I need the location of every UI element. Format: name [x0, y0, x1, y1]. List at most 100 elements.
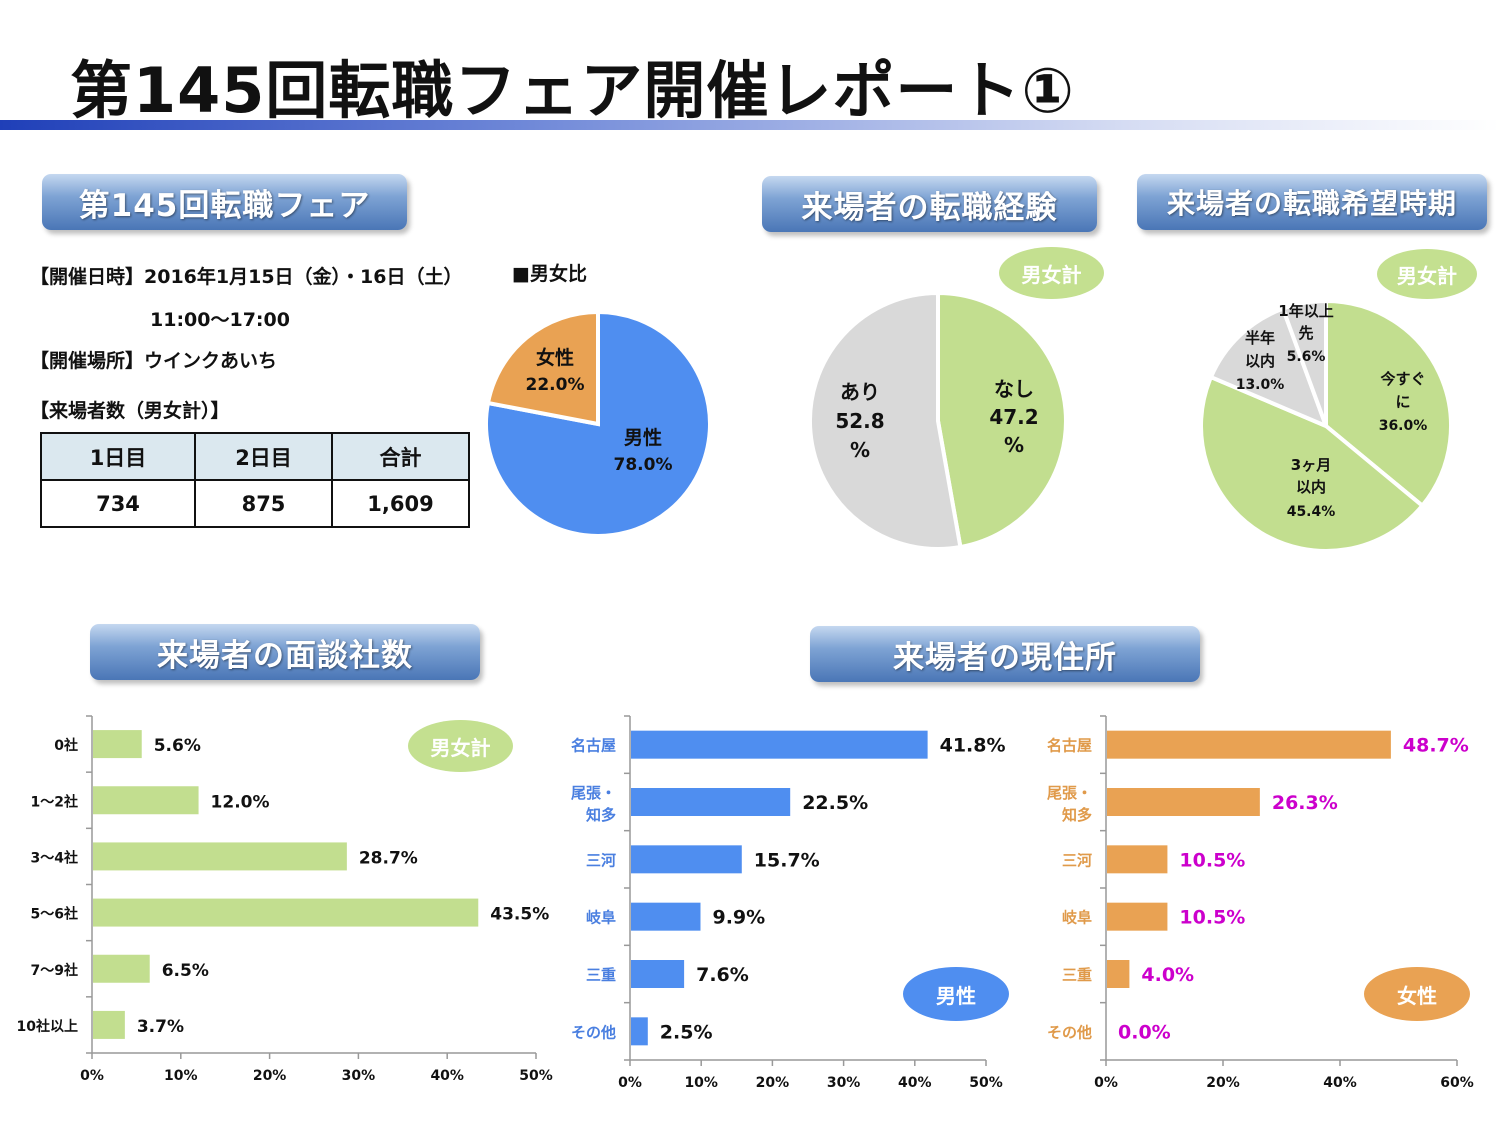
table-header-total: 合計: [331, 432, 470, 481]
table-cell-day1: 734: [40, 479, 196, 528]
bar: [631, 902, 701, 931]
x-tick-label: 0%: [618, 1075, 642, 1091]
x-tick-label: 40%: [430, 1068, 464, 1084]
bar-category-label: 1〜2社: [31, 793, 78, 810]
experience-pie-slice: [807, 290, 963, 551]
pie-label: 半年: [1245, 329, 1275, 347]
bar: [93, 954, 150, 983]
table-cell-total: 1,609: [331, 479, 470, 528]
bar-category-label: その他: [1047, 1023, 1092, 1041]
pie-label: 3ヶ月: [1291, 456, 1331, 474]
bar-category-label: 三重: [586, 966, 616, 984]
event-date: 【開催日時】2016年1月15日（金）・16日（土）: [30, 266, 463, 288]
table-cell-day2: 875: [194, 479, 333, 528]
timing-pie-slice: [1324, 298, 1453, 509]
event-venue: 【開催場所】ウインクあいち: [30, 350, 278, 372]
interviews-bar-chart: 0% 10% 20% 30% 40% 50% 5.6% 0社 12.0% 1〜2社 28.7% 3〜4…: [17, 715, 553, 1084]
bar-value-label: 0.0%: [1118, 1021, 1171, 1043]
bar: [1107, 730, 1391, 759]
x-tick-label: 20%: [253, 1068, 287, 1084]
x-tick-label: 20%: [1206, 1075, 1240, 1091]
bar-value-label: 28.7%: [359, 848, 418, 868]
page-title: 第145回転職フェア開催レポート①: [70, 54, 1075, 127]
gender-pie-slice: [485, 309, 600, 427]
bar-value-label: 10.5%: [1179, 849, 1245, 871]
badge-total-interviews: 男女計: [408, 720, 513, 772]
bar: [631, 730, 928, 759]
pie-label: 今すぐ: [1379, 370, 1425, 388]
banner-experience: 来場者の転職経験: [762, 176, 1097, 232]
pie-value-label: 52.8: [835, 409, 884, 433]
bar-category-label: 5〜6社: [31, 906, 78, 923]
bar-category-label: 名古屋: [1047, 737, 1092, 755]
bar: [631, 960, 685, 988]
pie-value-label: 47.2: [989, 405, 1038, 429]
badge-male: 男性: [903, 967, 1009, 1021]
pie-label: 男性: [624, 426, 662, 449]
timing-pie-slice: [1199, 374, 1426, 553]
bar-value-label: 12.0%: [211, 792, 270, 812]
bar-value-label: 5.6%: [154, 736, 201, 756]
experience-pie-chart: なし 47.2% あり 52.8%: [807, 290, 1068, 551]
bar: [93, 730, 142, 759]
pie-label: あり: [840, 380, 880, 404]
bar-category-label: その他: [571, 1023, 616, 1041]
badge-total-experience: 男女計: [999, 247, 1104, 299]
x-tick-label: 50%: [519, 1068, 553, 1084]
table-header-row: 1日目 2日目 合計: [40, 432, 470, 481]
bar: [93, 842, 347, 871]
pie-value-label: 5.6%: [1287, 349, 1326, 365]
bar: [93, 898, 479, 927]
pie-label: 以内: [1296, 478, 1326, 496]
bar: [631, 1017, 648, 1046]
badge-total-timing: 男女計: [1377, 249, 1477, 299]
bar-value-label: 26.3%: [1272, 792, 1338, 814]
pie-label: 1年以上: [1278, 302, 1333, 320]
pie-label: 女性: [536, 346, 574, 369]
bar: [1107, 902, 1168, 931]
banner-residence: 来場者の現住所: [810, 626, 1200, 682]
pie-value-label: 22.0%: [526, 375, 585, 395]
bar-value-label: 2.5%: [660, 1021, 713, 1043]
pie-label: 先: [1298, 324, 1313, 342]
pie-percent-label: %: [850, 438, 870, 462]
bar-value-label: 3.7%: [137, 1017, 184, 1037]
gender-pie-chart: 男性 78.0% 女性 22.0%: [484, 309, 712, 538]
bar: [1107, 845, 1168, 874]
bar-category-label: 尾張・: [1047, 784, 1092, 802]
timing-pie-slice: [1208, 306, 1330, 430]
bar-category-label: 0社: [54, 737, 78, 754]
x-tick-label: 30%: [342, 1068, 376, 1084]
banner-fair: 第145回転職フェア: [42, 174, 407, 230]
bar-value-label: 10.5%: [1179, 907, 1245, 929]
bar-category-label: 名古屋: [571, 737, 616, 755]
banner-timing: 来場者の転職希望時期: [1137, 174, 1487, 230]
pie-value-label: 13.0%: [1236, 377, 1285, 393]
x-tick-label: 50%: [969, 1075, 1003, 1091]
bar-value-label: 48.7%: [1403, 735, 1469, 757]
x-tick-label: 10%: [684, 1075, 718, 1091]
pie-value-label: 78.0%: [614, 455, 673, 475]
pie-value-label: 45.4%: [1287, 504, 1336, 520]
bar: [1107, 960, 1130, 988]
bar: [631, 788, 791, 816]
bar-category-label: 三重: [1062, 966, 1092, 984]
bar-category-label: 知多: [1062, 806, 1092, 824]
bar-value-label: 4.0%: [1141, 964, 1194, 986]
bar-category-label: 3〜4社: [31, 849, 78, 866]
bar-value-label: 43.5%: [490, 905, 549, 925]
bar-value-label: 15.7%: [754, 849, 820, 871]
bar-category-label: 7〜9社: [31, 962, 78, 979]
x-tick-label: 0%: [80, 1068, 104, 1084]
table-header-day2: 2日目: [194, 432, 333, 481]
residence-female-bar-chart: 0% 20% 40% 60% 48.7% 名古屋 26.3% 尾張・知多 10.5% 三河 10.5…: [1047, 715, 1474, 1091]
bar-value-label: 41.8%: [940, 735, 1006, 757]
title-underline: [0, 120, 1500, 130]
visitor-count-table: 1日目 2日目 合計 734 875 1,609: [40, 432, 470, 528]
bar: [93, 1010, 125, 1039]
bar-category-label: 三河: [586, 851, 616, 869]
bar-category-label: 三河: [1062, 851, 1092, 869]
pie-value-label: 36.0%: [1379, 418, 1428, 434]
x-tick-label: 30%: [827, 1075, 861, 1091]
